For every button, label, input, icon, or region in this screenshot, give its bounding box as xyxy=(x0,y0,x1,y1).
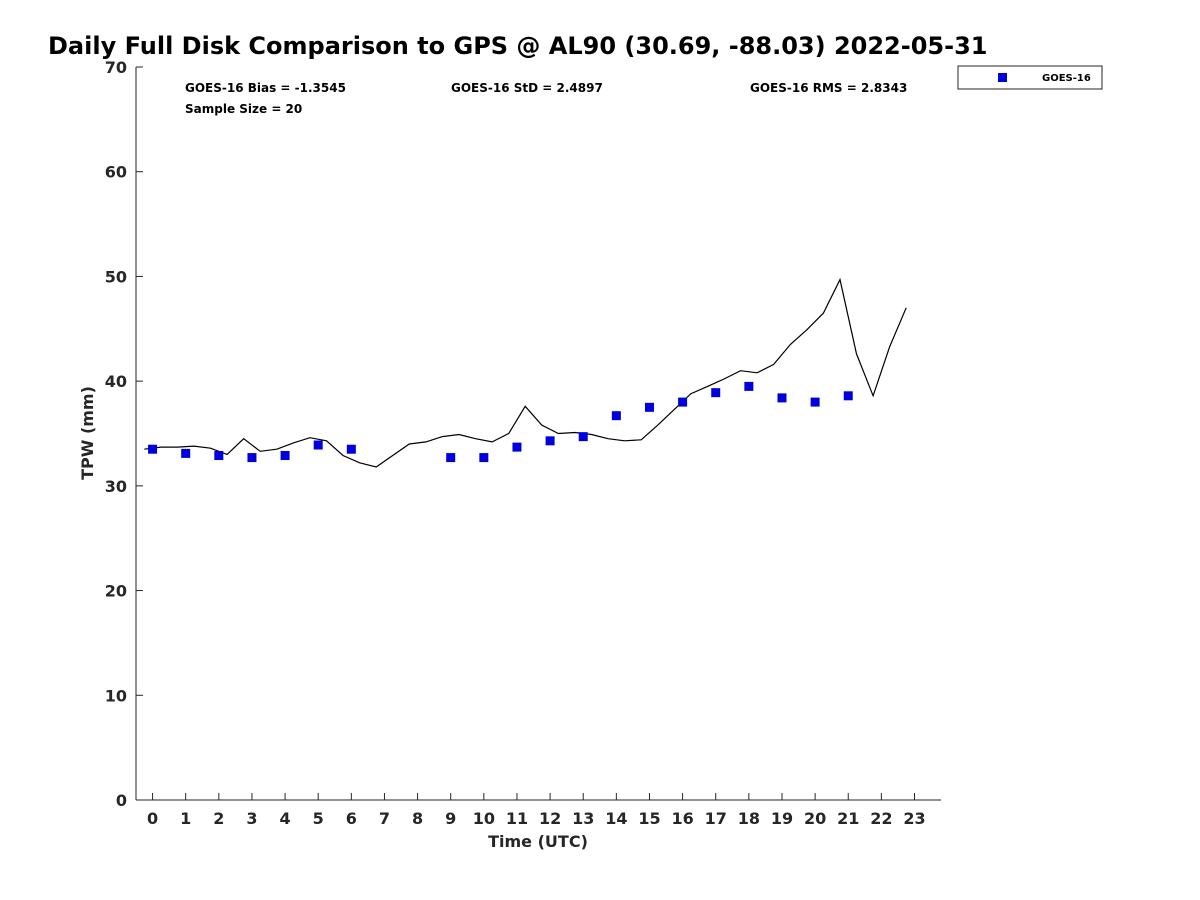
x-tick-label: 10 xyxy=(473,809,495,828)
x-tick-label: 12 xyxy=(539,809,561,828)
stat-bias: GOES-16 Bias = -1.3545 xyxy=(185,81,346,95)
goes16-point xyxy=(181,448,191,458)
x-tick-label: 0 xyxy=(147,809,158,828)
goes16-point xyxy=(545,436,555,446)
goes16-point xyxy=(578,432,588,442)
y-tick-label: 10 xyxy=(105,686,127,705)
stat-rms: GOES-16 RMS = 2.8343 xyxy=(750,81,907,95)
x-tick-label: 17 xyxy=(705,809,727,828)
x-tick-label: 14 xyxy=(605,809,627,828)
goes16-point xyxy=(214,450,224,460)
goes16-point xyxy=(678,397,688,407)
goes16-point xyxy=(843,391,853,401)
goes16-point xyxy=(346,444,356,454)
y-tick-label: 70 xyxy=(105,58,127,77)
stat-sample-size: Sample Size = 20 xyxy=(185,102,302,116)
goes16-point xyxy=(744,381,754,391)
goes16-point xyxy=(810,397,820,407)
chart-title: Daily Full Disk Comparison to GPS @ AL90… xyxy=(48,32,987,60)
goes16-point xyxy=(777,393,787,403)
gps-series-line xyxy=(144,277,907,468)
legend: GOES-16 xyxy=(957,65,1103,90)
goes16-point xyxy=(479,453,489,463)
goes16-point xyxy=(711,388,721,398)
x-tick-label: 4 xyxy=(280,809,291,828)
x-tick-label: 1 xyxy=(180,809,191,828)
y-tick-label: 20 xyxy=(105,582,127,601)
y-tick-label: 60 xyxy=(105,163,127,182)
x-tick-label: 20 xyxy=(804,809,826,828)
goes16-point xyxy=(148,444,158,454)
goes16-point xyxy=(280,450,290,460)
y-tick-label: 40 xyxy=(105,372,127,391)
x-ticks: 0 1 2 3 4 5 6 7 8 9 10 11 12 13 14 15 16 17 18 19 20 21 22 23 xyxy=(147,793,926,828)
goes16-point xyxy=(247,453,257,463)
x-tick-label: 3 xyxy=(246,809,257,828)
x-tick-label: 8 xyxy=(412,809,423,828)
legend-marker xyxy=(998,73,1007,82)
y-axis-label: TPW (mm) xyxy=(78,386,97,480)
x-tick-label: 23 xyxy=(903,809,925,828)
series-layer xyxy=(144,277,907,468)
goes16-point xyxy=(644,402,654,412)
stat-std: GOES-16 StD = 2.4897 xyxy=(451,81,603,95)
x-tick-label: 22 xyxy=(870,809,892,828)
x-tick-label: 6 xyxy=(346,809,357,828)
y-tick-label: 30 xyxy=(105,477,127,496)
x-tick-label: 13 xyxy=(572,809,594,828)
x-tick-label: 11 xyxy=(506,809,528,828)
x-tick-label: 9 xyxy=(445,809,456,828)
x-axis-label: Time (UTC) xyxy=(488,832,588,851)
x-tick-label: 21 xyxy=(837,809,859,828)
x-tick-label: 15 xyxy=(638,809,660,828)
legend-box xyxy=(957,65,1103,90)
x-tick-label: 5 xyxy=(313,809,324,828)
x-tick-label: 2 xyxy=(213,809,224,828)
x-tick-label: 7 xyxy=(379,809,390,828)
legend-label: GOES-16 xyxy=(1042,73,1091,84)
x-tick-label: 19 xyxy=(771,809,793,828)
y-tick-label: 0 xyxy=(116,791,127,810)
goes16-point xyxy=(512,442,522,452)
y-ticks: 0 10 20 30 40 50 60 70 xyxy=(105,58,143,810)
y-tick-label: 50 xyxy=(105,267,127,286)
x-tick-label: 18 xyxy=(738,809,760,828)
goes16-point xyxy=(446,453,456,463)
x-tick-label: 16 xyxy=(671,809,693,828)
goes16-point xyxy=(313,440,323,450)
goes16-point xyxy=(611,411,621,421)
